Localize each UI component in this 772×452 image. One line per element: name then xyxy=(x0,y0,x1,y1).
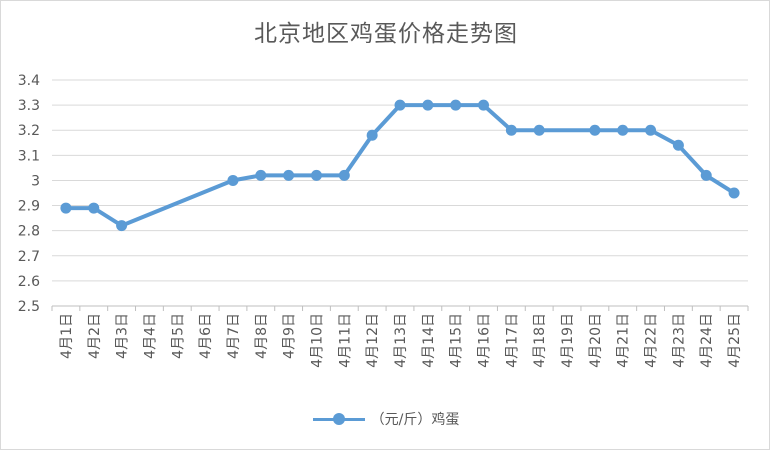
data-point xyxy=(617,124,629,136)
y-tick-label: 2.5 xyxy=(18,299,40,315)
data-point xyxy=(505,124,517,136)
x-tick-label: 4月20日 xyxy=(588,313,604,368)
y-tick-label: 3 xyxy=(31,173,40,189)
y-tick-label: 3.4 xyxy=(18,73,40,89)
y-axis-ticks: 2.5 2.6 2.7 2.8 2.9 3 3.1 3.2 3.3 3.4 xyxy=(18,73,40,315)
x-tick-label: 4月14日 xyxy=(421,313,437,368)
legend-series-marker xyxy=(312,412,365,426)
x-tick-label: 4月22日 xyxy=(644,313,660,368)
data-point xyxy=(310,169,322,181)
data-point xyxy=(728,187,740,199)
x-tick-label: 4月17日 xyxy=(504,313,520,368)
y-tick-label: 3.3 xyxy=(18,98,40,114)
x-tick-label: 4月10日 xyxy=(309,313,325,368)
data-point xyxy=(88,202,100,214)
y-tick-label: 3.1 xyxy=(18,148,40,164)
x-tick-label: 4月19日 xyxy=(560,313,576,368)
x-tick-label: 4月11日 xyxy=(337,313,353,368)
x-tick-label: 4月12日 xyxy=(365,313,381,368)
x-axis-ticks: 4月1日 4月2日 4月3日 4月4日 4月5日 4月6日 4月7日 4月8日 4月9日 4月10… xyxy=(59,313,743,368)
data-point xyxy=(422,99,434,111)
x-tick-label: 4月6日 xyxy=(198,313,214,359)
data-point xyxy=(589,124,601,136)
x-tick-label: 4月5日 xyxy=(170,313,186,359)
data-point xyxy=(283,169,295,181)
x-tick-label: 4月8日 xyxy=(254,313,270,359)
y-tick-label: 2.8 xyxy=(18,224,40,240)
data-point xyxy=(672,139,684,151)
data-point xyxy=(227,174,239,186)
x-tick-label: 4月25日 xyxy=(727,313,743,368)
legend: （元/斤）鸡蛋 xyxy=(0,409,772,429)
data-point xyxy=(366,129,378,141)
data-point xyxy=(255,169,267,181)
y-tick-label: 2.7 xyxy=(18,249,40,265)
x-tick-label: 4月1日 xyxy=(59,313,75,359)
series-layer xyxy=(60,99,740,232)
x-tick-label: 4月23日 xyxy=(671,313,687,368)
x-tick-label: 4月2日 xyxy=(87,313,103,359)
data-point xyxy=(116,220,128,232)
y-tick-label: 3.2 xyxy=(18,123,40,139)
data-point xyxy=(533,124,545,136)
data-point xyxy=(700,169,712,181)
data-point xyxy=(338,169,350,181)
y-tick-label: 2.6 xyxy=(18,274,40,290)
x-tick-label: 4月18日 xyxy=(532,313,548,368)
x-tick-label: 4月15日 xyxy=(449,313,465,368)
data-point xyxy=(478,99,490,111)
data-point xyxy=(645,124,657,136)
x-tick-label: 4月13日 xyxy=(393,313,409,368)
x-tick-label: 4月24日 xyxy=(699,313,715,368)
series-line xyxy=(63,103,737,228)
y-tick-label: 2.9 xyxy=(18,199,40,215)
x-tick-label: 4月7日 xyxy=(226,313,242,359)
data-point xyxy=(450,99,462,111)
chart-title: 北京地区鸡蛋价格走势图 xyxy=(254,21,518,47)
x-tick-label: 4月21日 xyxy=(616,313,632,368)
x-tick-label: 4月9日 xyxy=(282,313,298,359)
x-tick-label: 4月4日 xyxy=(142,313,158,359)
data-point xyxy=(60,202,72,214)
legend-series-label: （元/斤）鸡蛋 xyxy=(370,412,460,428)
x-tick-label: 4月3日 xyxy=(115,313,131,359)
gridlines xyxy=(51,79,749,311)
data-point xyxy=(394,99,406,111)
x-tick-label: 4月16日 xyxy=(477,313,493,368)
